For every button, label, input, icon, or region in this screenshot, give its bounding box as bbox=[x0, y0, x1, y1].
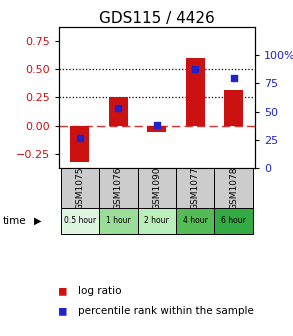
Bar bbox=[147, 126, 166, 132]
Text: ■: ■ bbox=[59, 304, 66, 317]
Bar bbox=[61, 208, 99, 234]
Bar bbox=[224, 89, 243, 126]
Text: GSM1076: GSM1076 bbox=[114, 166, 123, 210]
Bar bbox=[186, 58, 205, 126]
Bar bbox=[109, 97, 128, 126]
Text: ▶: ▶ bbox=[34, 216, 41, 226]
Bar bbox=[214, 208, 253, 234]
Text: percentile rank within the sample: percentile rank within the sample bbox=[78, 306, 253, 316]
Title: GDS115 / 4426: GDS115 / 4426 bbox=[99, 11, 215, 26]
Point bbox=[77, 135, 82, 140]
Text: 1 hour: 1 hour bbox=[106, 216, 131, 225]
Bar bbox=[176, 168, 214, 208]
Bar bbox=[61, 168, 99, 208]
Text: ■: ■ bbox=[59, 284, 66, 297]
Text: 0.5 hour: 0.5 hour bbox=[64, 216, 96, 225]
Point bbox=[154, 122, 159, 128]
Text: GSM1077: GSM1077 bbox=[191, 166, 200, 210]
Bar bbox=[176, 208, 214, 234]
Bar bbox=[70, 126, 89, 162]
Bar bbox=[137, 168, 176, 208]
Point bbox=[231, 75, 236, 80]
Bar bbox=[137, 208, 176, 234]
Point bbox=[116, 106, 121, 111]
Bar bbox=[214, 168, 253, 208]
Point bbox=[193, 66, 197, 71]
Text: 4 hour: 4 hour bbox=[183, 216, 208, 225]
Text: time: time bbox=[3, 216, 27, 226]
Bar bbox=[99, 168, 137, 208]
Text: GSM1090: GSM1090 bbox=[152, 166, 161, 210]
Bar bbox=[99, 208, 137, 234]
Text: GSM1078: GSM1078 bbox=[229, 166, 238, 210]
Text: 2 hour: 2 hour bbox=[144, 216, 169, 225]
Text: log ratio: log ratio bbox=[78, 286, 121, 296]
Text: 6 hour: 6 hour bbox=[221, 216, 246, 225]
Text: GSM1075: GSM1075 bbox=[75, 166, 84, 210]
